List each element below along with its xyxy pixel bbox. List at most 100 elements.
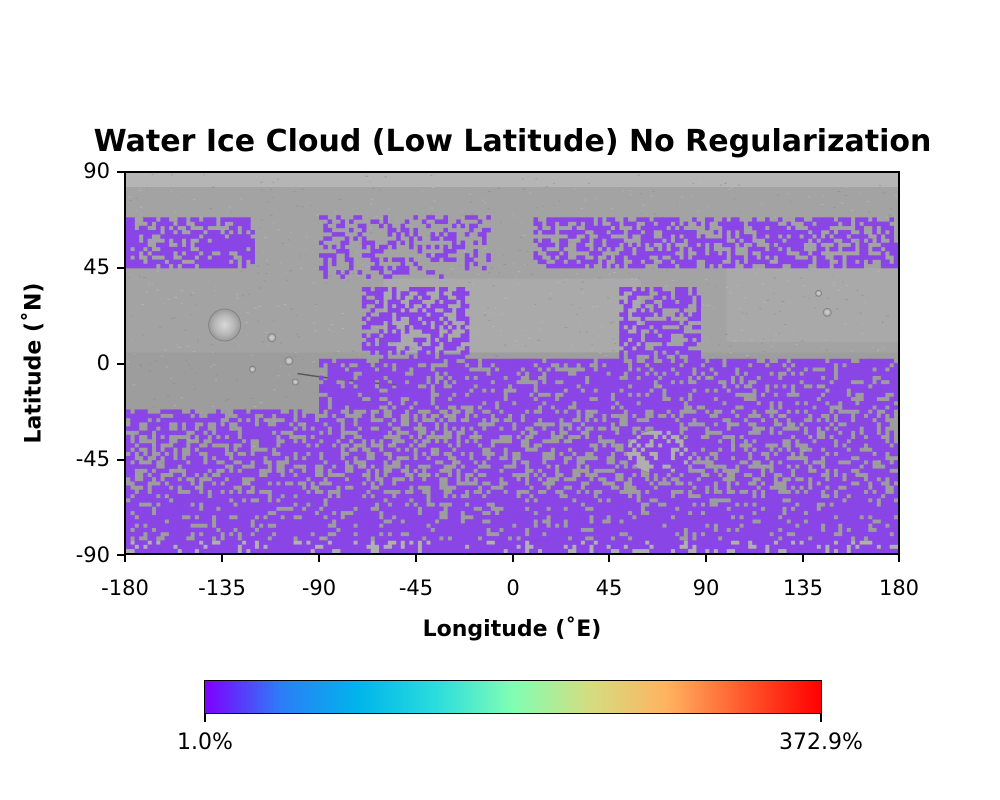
cloud-cell [434, 527, 440, 533]
cloud-cell [670, 523, 676, 528]
basemap-relief-texture [542, 206, 544, 208]
cloud-cell [177, 460, 183, 465]
basemap-relief-texture [411, 437, 415, 439]
cloud-cell [186, 472, 191, 478]
cloud-cell [559, 455, 564, 461]
basemap-relief-texture [260, 219, 264, 221]
cloud-cell [246, 443, 251, 448]
cloud-cell [396, 531, 401, 537]
cloud-cell [516, 510, 521, 516]
cloud-cell [773, 464, 779, 469]
cloud-cell [863, 481, 869, 486]
cloud-cell [756, 439, 762, 444]
cloud-cell [181, 506, 187, 512]
cloud-cell [795, 468, 800, 474]
cloud-cell [434, 544, 440, 550]
cloud-cell [889, 527, 895, 533]
cloud-cell [516, 447, 521, 452]
cloud-cell [331, 455, 337, 461]
cloud-cell [327, 434, 333, 440]
cloud-cell [173, 477, 178, 482]
cloud-cell [799, 498, 804, 503]
cloud-cell [507, 502, 513, 507]
cloud-cell [812, 493, 817, 499]
cloud-cell [417, 451, 423, 457]
cloud-cell [726, 455, 732, 461]
cloud-cell [447, 540, 453, 545]
cloud-cell [524, 485, 530, 490]
cloud-cell [203, 485, 208, 490]
cloud-cell [765, 531, 770, 537]
basemap-relief-texture [875, 429, 879, 431]
cloud-cell [379, 489, 384, 495]
cloud-cell [837, 502, 843, 507]
basemap-relief-texture [236, 379, 239, 381]
cloud-cell [683, 439, 689, 444]
cloud-cell [632, 481, 637, 486]
cloud-cell [228, 510, 234, 516]
cloud-cell [717, 548, 723, 553]
basemap-relief-texture [195, 429, 197, 431]
cloud-cell [486, 523, 491, 528]
basemap-relief-texture [148, 370, 151, 372]
cloud-cell [374, 519, 380, 524]
cloud-cell [777, 464, 783, 469]
cloud-cell [567, 460, 573, 465]
cloud-cell [143, 498, 148, 503]
cloud-cell [336, 477, 341, 482]
basemap-relief-texture [545, 186, 548, 188]
cloud-cell [837, 515, 843, 520]
cloud-cell [593, 460, 599, 465]
cloud-cell [503, 540, 509, 545]
basemap-relief-texture [130, 488, 134, 490]
cloud-cell [606, 434, 611, 440]
basemap-relief-texture [154, 360, 157, 362]
cloud-cell [760, 477, 766, 482]
cloud-cell [679, 434, 684, 440]
cloud-cell [241, 468, 247, 474]
cloud-cell [156, 472, 161, 478]
basemap-relief-texture [151, 282, 154, 284]
cloud-cell [542, 477, 547, 482]
cloud-cell [357, 451, 363, 457]
cloud-cell [250, 540, 255, 545]
cloud-cell [233, 472, 238, 478]
cloud-cell [203, 493, 208, 499]
basemap-relief-texture [388, 208, 391, 210]
cloud-cell [177, 510, 183, 516]
cloud-cell [537, 472, 543, 478]
cloud-cell [855, 451, 860, 457]
cloud-cell [314, 548, 320, 553]
cloud-cell [147, 531, 153, 537]
cloud-cell [246, 519, 251, 524]
cloud-cell [477, 544, 483, 550]
cloud-cell [156, 531, 161, 537]
cloud-cell [786, 481, 792, 486]
cloud-cell [786, 468, 792, 474]
basemap-relief-texture [763, 464, 766, 466]
cloud-cell [610, 447, 616, 452]
basemap-relief-texture [314, 304, 317, 306]
cloud-cell [331, 439, 337, 444]
basemap-relief-texture [285, 396, 288, 398]
basemap-relief-texture [290, 232, 292, 234]
basemap-relief-texture [643, 233, 646, 235]
cloud-cell [760, 544, 766, 550]
cloud-cell [211, 434, 217, 440]
cloud-cell [602, 540, 607, 545]
cloud-cell [670, 498, 676, 503]
cloud-cell [301, 502, 307, 507]
cloud-cell [456, 506, 461, 512]
basemap-relief-texture [301, 206, 304, 208]
cloud-cell [413, 443, 418, 448]
cloud-cell [404, 510, 410, 516]
basemap-relief-texture [130, 316, 132, 318]
cloud-cell [803, 506, 809, 512]
cloud-cell [430, 493, 436, 499]
cloud-cell [237, 540, 243, 545]
cloud-cell [726, 536, 732, 541]
basemap-relief-texture [612, 338, 615, 340]
cloud-cell [284, 468, 290, 474]
cloud-cell [353, 515, 358, 520]
cloud-cell [254, 455, 260, 461]
